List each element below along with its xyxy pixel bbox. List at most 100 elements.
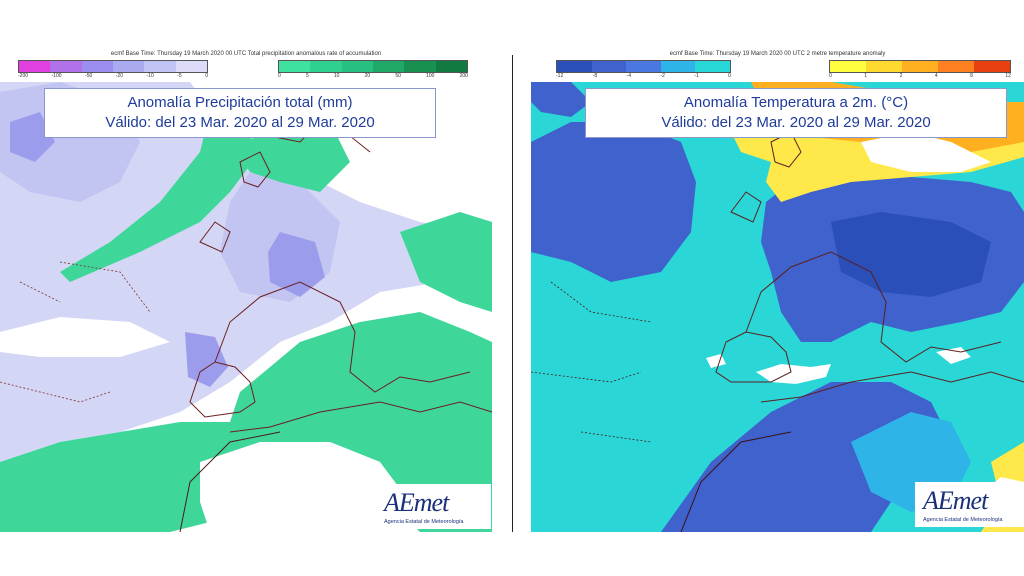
scale-swatch [938, 61, 974, 72]
scale-swatch [175, 61, 207, 72]
positive-scale-ticks: 0 1 2 4 8 12 [829, 73, 1011, 79]
temperature-map [531, 82, 1024, 532]
scale-swatch [866, 61, 902, 72]
wet-anomaly-area [230, 122, 350, 192]
neutral-area [200, 442, 410, 532]
scale-tick: 1 [864, 73, 868, 79]
map-title-box: Anomalía Precipitación total (mm) Válido… [44, 88, 436, 138]
neutral-area [756, 364, 831, 384]
aemet-logo-subtitle: Agencia Estatal de Meteorología [384, 519, 464, 525]
negative-color-scale: -200 -100 -50 -20 -10 -5 0 [18, 60, 208, 79]
coastline [715, 331, 792, 383]
coastline [229, 401, 492, 433]
neutral-area [861, 132, 991, 172]
wet-anomaly-area [400, 212, 492, 312]
border-line [0, 261, 151, 403]
neutral-area [0, 317, 170, 357]
scale-tick: -8 [592, 73, 598, 79]
positive-scale-ticks: 0 5 10 20 50 100 200 [278, 73, 468, 79]
precipitation-map [0, 82, 492, 532]
scale-swatch [341, 61, 373, 72]
strong-dry-anomaly-area [268, 232, 325, 297]
coastline [199, 151, 271, 253]
border-line [179, 431, 281, 532]
positive-scale-bar [278, 60, 468, 73]
negative-scale-bar [18, 60, 208, 73]
scale-swatch [50, 61, 82, 72]
scale-swatch [557, 61, 592, 72]
coastline [760, 371, 1024, 403]
negative-color-scale: -12 -8 -4 -2 -1 0 [556, 60, 731, 79]
strong-dry-anomaly-area [185, 332, 228, 387]
map-validity: Válido: del 23 Mar. 2020 al 29 Mar. 2020 [105, 114, 375, 131]
positive-scale-bar [829, 60, 1011, 73]
scale-tick: 5 [305, 73, 309, 79]
scale-swatch [830, 61, 866, 72]
cold-anomaly-area [531, 82, 591, 117]
coastline [745, 251, 1002, 363]
scale-swatch [112, 61, 145, 72]
wet-anomaly-area [60, 112, 260, 282]
map-title-box: Anomalía Temperatura a 2m. (°C) Válido: … [585, 88, 1007, 138]
strong-cold-anomaly-area [831, 212, 991, 297]
scale-swatch [81, 61, 113, 72]
strong-dry-anomaly-area [10, 112, 55, 162]
scale-tick: 0 [728, 73, 731, 79]
scale-tick: 200 [459, 73, 468, 79]
aemet-logo-word: AEmet [384, 488, 449, 517]
scale-tick: -10 [146, 73, 154, 79]
scale-swatch [435, 61, 467, 72]
negative-scale-ticks: -12 -8 -4 -2 -1 0 [556, 73, 731, 79]
scale-tick: 4 [934, 73, 938, 79]
scale-tick: -5 [177, 73, 182, 79]
scale-swatch [279, 61, 311, 72]
scale-tick: 0 [278, 73, 281, 79]
scale-tick: -20 [115, 73, 123, 79]
scale-swatch [695, 61, 730, 72]
map-header-text: ecmf Base Time: Thursday 19 March 2020 0… [669, 51, 886, 57]
scale-swatch [660, 61, 696, 72]
scale-tick: 0 [829, 73, 832, 79]
border-line [680, 431, 792, 532]
wet-anomaly-area [0, 312, 492, 532]
precipitation-anomaly-map-panel: ecmf Base Time: Thursday 19 March 2020 0… [0, 48, 492, 532]
scale-tick: 10 [333, 73, 340, 79]
aemet-logo-word: AEmet [923, 486, 988, 515]
cold-anomaly-area [531, 122, 696, 282]
positive-color-scale: 0 5 10 20 50 100 200 [278, 60, 468, 79]
scale-tick: -100 [51, 73, 62, 79]
temperature-anomaly-map-panel: ecmf Base Time: Thursday 19 March 2020 0… [531, 48, 1024, 532]
aemet-logo-subtitle: Agencia Estatal de Meteorología [923, 517, 1003, 523]
map-title: Anomalía Temperatura a 2m. (°C) [683, 94, 909, 111]
scale-tick: -12 [556, 73, 564, 79]
map-validity: Válido: del 23 Mar. 2020 al 29 Mar. 2020 [661, 114, 931, 131]
scale-swatch [626, 61, 661, 72]
scale-swatch [144, 61, 176, 72]
scale-tick: 0 [205, 73, 208, 79]
scale-swatch [310, 61, 342, 72]
aemet-logo: AEmet Agencia Estatal de Meteorología [376, 484, 491, 529]
scale-swatch [591, 61, 627, 72]
scale-tick: -4 [626, 73, 631, 79]
scale-tick: -200 [18, 73, 29, 79]
aemet-logo: AEmet Agencia Estatal de Meteorología [915, 482, 1024, 527]
scale-swatch [404, 61, 436, 72]
map-title: Anomalía Precipitación total (mm) [127, 94, 353, 111]
scale-tick: -2 [660, 73, 665, 79]
negative-scale-bar [556, 60, 731, 73]
scale-tick: 8 [970, 73, 973, 79]
scale-tick: -50 [85, 73, 93, 79]
map-header-text: ecmf Base Time: Thursday 19 March 2020 0… [110, 51, 382, 57]
scale-tick: 12 [1005, 73, 1011, 79]
scale-swatch [902, 61, 938, 72]
positive-color-scale: 0 1 2 4 8 12 [829, 60, 1011, 79]
scale-swatch [974, 61, 1010, 72]
negative-scale-ticks: -200 -100 -50 -20 -10 -5 0 [18, 73, 208, 79]
scale-tick: 20 [364, 73, 371, 79]
scale-tick: 2 [899, 73, 903, 79]
scale-swatch [19, 61, 51, 72]
scale-tick: -1 [694, 73, 699, 79]
panel-divider [512, 55, 513, 532]
scale-tick: 50 [395, 73, 401, 79]
scale-swatch [372, 61, 405, 72]
